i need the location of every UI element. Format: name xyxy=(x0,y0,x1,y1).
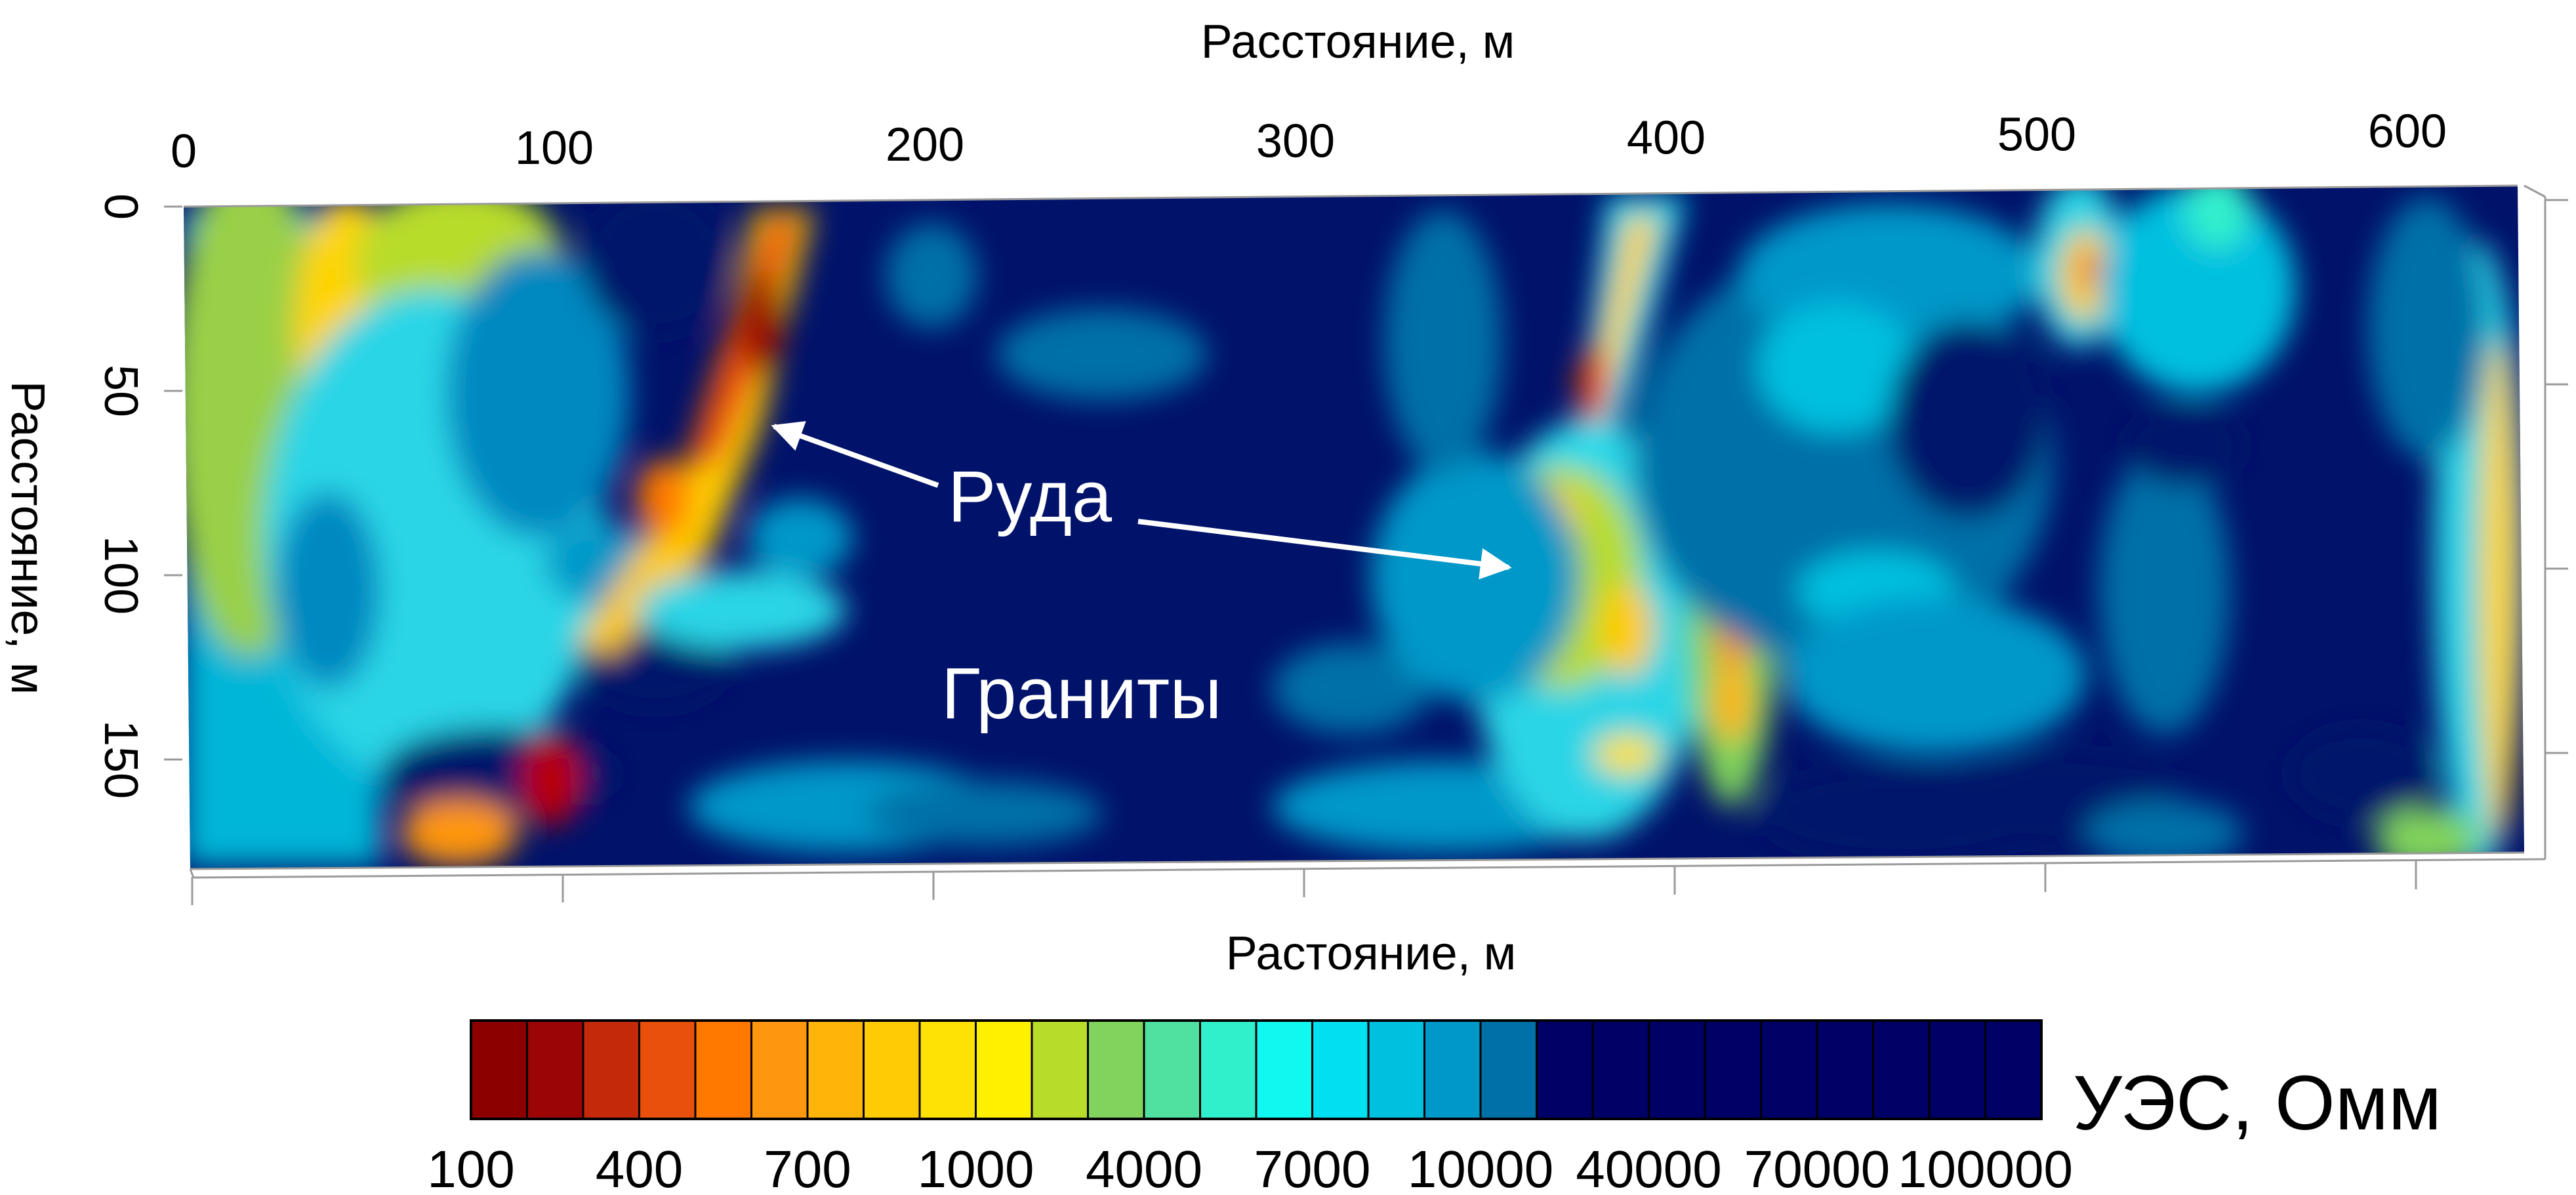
granite-label: Граниты xyxy=(941,653,1221,734)
colorbar-tick-700: 700 xyxy=(764,1140,851,1195)
colorbar-swatch xyxy=(1536,1019,1594,1120)
y-tick-label-0: 0 xyxy=(94,193,147,220)
colorbar-swatch xyxy=(1872,1019,1931,1120)
y-tick-label-50: 50 xyxy=(94,365,147,417)
y-tick-label-100: 100 xyxy=(94,536,147,615)
colorbar xyxy=(470,1019,2043,1120)
colorbar-swatch xyxy=(1591,1019,1650,1120)
x-tick-label-500: 500 xyxy=(1997,109,2076,161)
colorbar-swatch xyxy=(1087,1019,1145,1120)
colorbar-label: УЭС, Омм xyxy=(2073,1060,2442,1146)
colorbar-tick-100: 100 xyxy=(427,1140,514,1195)
x-tick-label-600: 600 xyxy=(2368,105,2447,157)
colorbar-tick-400: 400 xyxy=(596,1140,683,1195)
colorbar-tick-100000: 100000 xyxy=(1898,1140,2073,1195)
colorbar-swatch xyxy=(1479,1019,1538,1120)
colorbar-tick-10000: 10000 xyxy=(1408,1140,1553,1195)
x-tick-label-400: 400 xyxy=(1627,112,1706,165)
x-tick-label-200: 200 xyxy=(886,119,964,171)
resistivity-heatmap xyxy=(184,186,2524,869)
right-y-ticks xyxy=(2545,199,2568,754)
ore-annotation: Руда xyxy=(771,421,1512,580)
top-x-axis-title: Расстояние, м xyxy=(1201,16,1515,68)
colorbar-swatch xyxy=(1928,1019,1986,1120)
colorbar-swatch xyxy=(975,1019,1033,1120)
colorbar-tick-70000: 70000 xyxy=(1744,1140,1890,1195)
colorbar-swatch xyxy=(694,1019,752,1120)
colorbar-swatch xyxy=(1760,1019,1818,1120)
plot-frame xyxy=(183,184,2546,879)
colorbar-swatch xyxy=(806,1019,865,1120)
colorbar-swatch xyxy=(1704,1019,1762,1120)
colorbar-swatch xyxy=(526,1019,584,1120)
colorbar-tick-labels: 100 400 700 1000 4000 7000 10000 40000 70000 1000… xyxy=(427,1140,2073,1195)
colorbar-tick-1000: 1000 xyxy=(918,1140,1034,1195)
colorbar-swatch xyxy=(1143,1019,1201,1120)
x-tick-label-100: 100 xyxy=(515,122,594,174)
colorbar-tick-4000: 4000 xyxy=(1086,1140,1202,1195)
colorbar-swatch xyxy=(863,1019,921,1120)
colorbar-swatch xyxy=(1311,1019,1370,1120)
ore-arrow-right xyxy=(1137,519,1512,580)
top-x-tick-labels: 0 100 200 300 400 500 600 xyxy=(171,105,2447,178)
colorbar-swatch xyxy=(1984,1019,2043,1120)
colorbar-swatch xyxy=(918,1019,977,1120)
ore-label: Руда xyxy=(948,456,1113,537)
colorbar-swatch xyxy=(1255,1019,1313,1120)
bottom-x-axis-title: Растояние, м xyxy=(1226,927,1516,980)
colorbar-swatch xyxy=(1031,1019,1089,1120)
bottom-x-ticks xyxy=(191,861,2417,905)
x-tick-label-300: 300 xyxy=(1256,115,1335,168)
y-axis-title: Расстояние, м xyxy=(1,381,54,695)
colorbar-swatch xyxy=(470,1019,528,1120)
y-tick-label-150: 150 xyxy=(94,720,147,799)
ore-arrow-left xyxy=(771,421,939,488)
x-tick-label-0: 0 xyxy=(171,125,197,178)
colorbar-border xyxy=(470,1019,2043,1120)
colorbar-swatch xyxy=(1816,1019,1874,1120)
colorbar-swatch xyxy=(1367,1019,1425,1120)
colorbar-swatch xyxy=(638,1019,697,1120)
colorbar-tick-7000: 7000 xyxy=(1254,1140,1371,1195)
colorbar-swatch xyxy=(1423,1019,1482,1120)
colorbar-swatch xyxy=(582,1019,640,1120)
colorbar-swatch xyxy=(1199,1019,1257,1120)
colorbar-tick-40000: 40000 xyxy=(1576,1140,1721,1195)
left-y-tick-labels: 0 50 100 150 xyxy=(94,193,182,799)
colorbar-swatch xyxy=(750,1019,809,1120)
colorbar-swatch xyxy=(1648,1019,1706,1120)
